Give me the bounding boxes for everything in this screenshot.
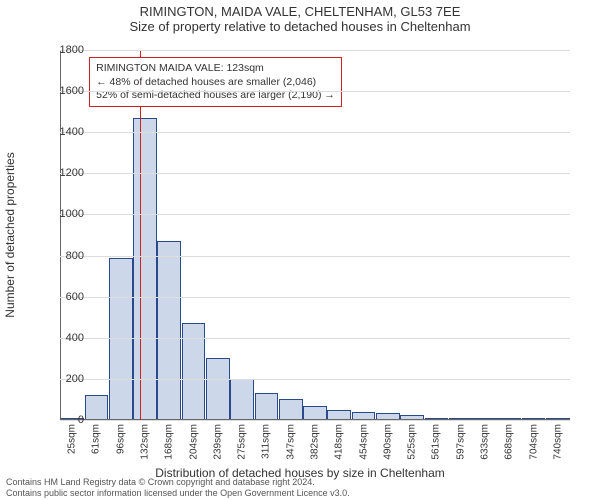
footer-line-2: Contains public sector information licen… — [6, 488, 350, 498]
gridline — [60, 297, 570, 298]
y-tick-label: 1800 — [44, 44, 84, 56]
x-tick-label: 525sqm — [407, 424, 418, 460]
bar — [303, 406, 327, 420]
bar — [206, 358, 230, 420]
annotation-size: RIMINGTON MAIDA VALE: 123sqm — [96, 62, 335, 75]
x-tick-label: 704sqm — [528, 424, 539, 460]
x-tick-label: 490sqm — [382, 424, 393, 460]
bar — [109, 258, 133, 420]
y-tick-label: 400 — [44, 332, 84, 344]
x-tick-label: 168sqm — [164, 424, 175, 460]
bar — [279, 399, 303, 420]
title-block: RIMINGTON, MAIDA VALE, CHELTENHAM, GL53 … — [0, 4, 600, 34]
y-tick-label: 1400 — [44, 126, 84, 138]
x-tick-label: 633sqm — [480, 424, 491, 460]
x-tick-label: 96sqm — [115, 424, 126, 454]
x-tick-label: 132sqm — [140, 424, 151, 460]
y-tick-label: 1200 — [44, 167, 84, 179]
gridline — [60, 256, 570, 257]
x-tick-label: 668sqm — [504, 424, 515, 460]
x-tick-label: 239sqm — [212, 424, 223, 460]
chart-title-sub: Size of property relative to detached ho… — [0, 19, 600, 34]
x-tick-label: 347sqm — [285, 424, 296, 460]
x-tick-label: 561sqm — [431, 424, 442, 460]
footer-line-1: Contains HM Land Registry data © Crown c… — [6, 477, 350, 487]
x-tick-label: 275sqm — [237, 424, 248, 460]
annotation-smaller: ← 48% of detached houses are smaller (2,… — [96, 76, 335, 89]
x-tick-label: 204sqm — [188, 424, 199, 460]
x-tick-label: 311sqm — [261, 424, 272, 459]
gridline — [60, 214, 570, 215]
attribution-footer: Contains HM Land Registry data © Crown c… — [6, 477, 350, 498]
bar — [255, 393, 279, 420]
y-tick-label: 800 — [44, 250, 84, 262]
gridline — [60, 420, 570, 421]
y-tick-label: 1000 — [44, 208, 84, 220]
gridline — [60, 338, 570, 339]
y-axis-label: Number of detached properties — [3, 152, 17, 317]
property-annotation-box: RIMINGTON MAIDA VALE: 123sqm ← 48% of de… — [89, 57, 342, 106]
y-tick-label: 200 — [44, 373, 84, 385]
x-tick-label: 25sqm — [67, 424, 78, 454]
x-tick-label: 61sqm — [91, 424, 102, 454]
bar — [230, 379, 254, 420]
gridline — [60, 91, 570, 92]
bar — [157, 241, 181, 420]
chart-title-address: RIMINGTON, MAIDA VALE, CHELTENHAM, GL53 … — [0, 4, 600, 19]
y-tick-label: 600 — [44, 291, 84, 303]
bar — [133, 118, 157, 420]
x-tick-label: 597sqm — [455, 424, 466, 460]
gridline — [60, 132, 570, 133]
y-axis-line — [60, 50, 61, 420]
y-tick-label: 0 — [44, 414, 84, 426]
gridline — [60, 173, 570, 174]
x-tick-label: 740sqm — [552, 424, 563, 460]
x-tick-label: 418sqm — [334, 424, 345, 460]
x-tick-label: 382sqm — [310, 424, 321, 460]
y-tick-label: 1600 — [44, 85, 84, 97]
bar — [85, 395, 109, 420]
plot-area: RIMINGTON MAIDA VALE: 123sqm ← 48% of de… — [60, 50, 570, 420]
gridline — [60, 379, 570, 380]
x-tick-label: 454sqm — [358, 424, 369, 460]
figure: RIMINGTON, MAIDA VALE, CHELTENHAM, GL53 … — [0, 0, 600, 500]
gridline — [60, 50, 570, 51]
